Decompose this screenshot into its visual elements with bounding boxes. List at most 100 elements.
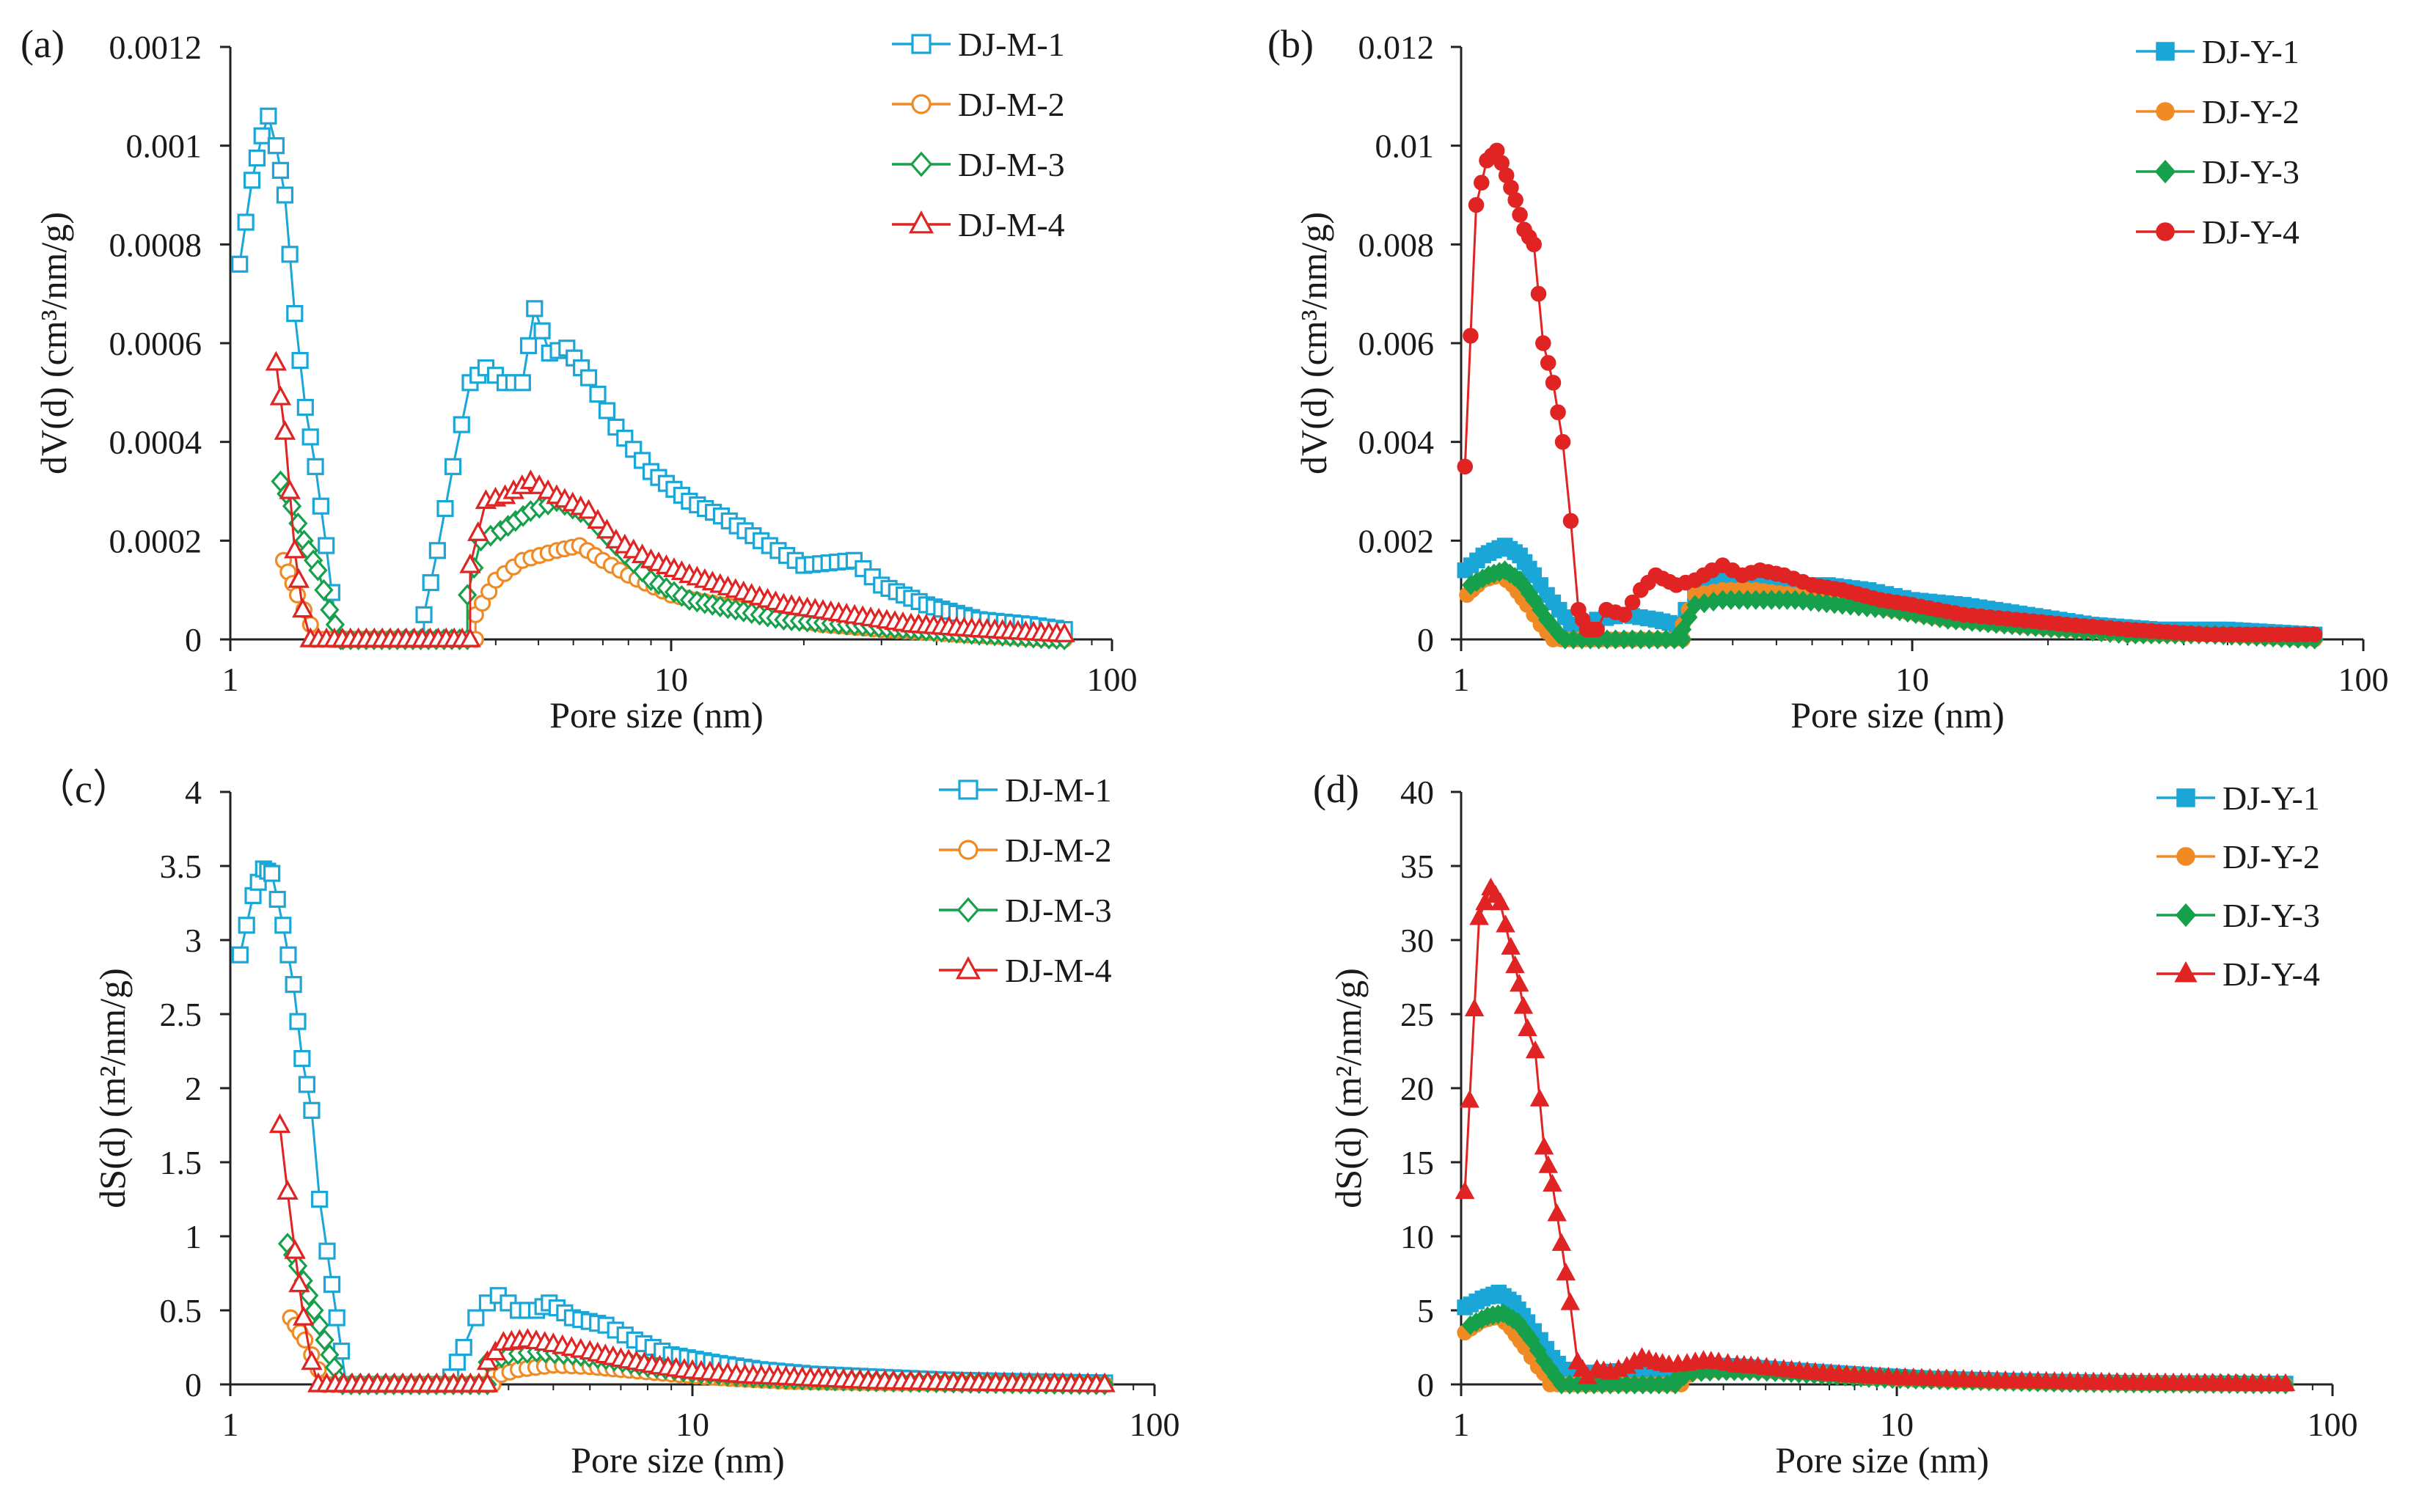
legend-entry: DJ-M-4 xyxy=(892,206,1065,243)
x-tick-label: 100 xyxy=(1130,1406,1180,1443)
x-tick-label: 1 xyxy=(222,661,239,698)
data-point xyxy=(1529,1088,1550,1107)
data-point xyxy=(271,161,290,179)
legend-entry: DJ-M-1 xyxy=(939,771,1112,809)
panel-c: 0 0.5 1 1.5 2 2.5 3 3.5 4 1 10 100 dS(d) (m²/nm/g) Po… xyxy=(35,767,1180,1480)
y-tick-label: 35 xyxy=(1400,848,1434,885)
data-point xyxy=(320,598,340,621)
data-point xyxy=(1463,328,1479,344)
panel-label: （c） xyxy=(35,767,132,811)
series-DJ-Y-4 xyxy=(1457,142,2323,643)
data-point xyxy=(303,1101,321,1119)
data-point xyxy=(269,385,292,405)
data-point xyxy=(444,458,462,475)
data-point xyxy=(533,322,551,340)
data-point xyxy=(1501,936,1521,955)
legend-entry: DJ-M-1 xyxy=(892,26,1065,63)
data-point xyxy=(1496,914,1515,933)
data-point xyxy=(1540,355,1556,371)
panel-label: (b) xyxy=(1267,22,1314,66)
legend-label: DJ-Y-1 xyxy=(2222,779,2320,817)
data-point xyxy=(253,127,271,144)
y-tick-label: 25 xyxy=(1400,996,1434,1033)
x-tick-label: 100 xyxy=(2338,661,2389,698)
data-point xyxy=(1562,513,1579,529)
x-tick-label: 10 xyxy=(654,661,688,698)
data-point xyxy=(231,255,249,273)
data-point xyxy=(1469,907,1489,925)
data-point xyxy=(476,1372,499,1392)
data-point xyxy=(1554,433,1571,450)
legend-entry: DJ-Y-4 xyxy=(2156,955,2320,993)
x-tick-label: 1 xyxy=(222,1406,239,1443)
data-point xyxy=(296,398,314,416)
y-tick-label: 0.01 xyxy=(1375,128,1435,165)
data-point xyxy=(308,559,328,581)
data-point xyxy=(458,584,478,606)
data-point xyxy=(453,416,470,433)
data-point xyxy=(265,351,288,371)
data-point xyxy=(2275,1373,2296,1391)
legend-label: DJ-Y-4 xyxy=(2202,213,2300,251)
data-point xyxy=(1460,1090,1479,1108)
data-point xyxy=(318,1242,336,1260)
data-point xyxy=(2306,626,2323,643)
series-DJ-M-1 xyxy=(231,860,1113,1393)
legend-marker xyxy=(958,779,978,800)
data-point xyxy=(467,521,489,541)
legend-marker xyxy=(2176,788,2195,807)
data-point xyxy=(304,1299,324,1321)
y-tick-label: 0.002 xyxy=(1358,522,1435,559)
y-tick-label: 30 xyxy=(1400,922,1434,959)
legend-entry: DJ-M-2 xyxy=(892,86,1065,123)
data-point xyxy=(312,497,329,515)
legend-marker xyxy=(2175,903,2197,928)
data-point xyxy=(268,890,286,909)
data-point xyxy=(293,1305,315,1326)
data-point xyxy=(1513,996,1534,1014)
legend-label: DJ-M-4 xyxy=(1005,952,1112,989)
y-axis-label: dS(d) (m²/nm/g) xyxy=(1328,968,1369,1208)
legend-marker xyxy=(2154,159,2176,184)
data-point xyxy=(1505,955,1525,974)
legend-label: DJ-Y-2 xyxy=(2202,93,2300,131)
series-DJ-Y-4 xyxy=(1455,877,2296,1391)
x-tick-label: 1 xyxy=(1453,1406,1470,1443)
y-tick-label: 0.5 xyxy=(160,1292,202,1329)
data-point xyxy=(598,402,616,419)
x-axis-label: Pore size (nm) xyxy=(549,694,764,735)
data-point xyxy=(1556,1262,1576,1281)
data-point xyxy=(476,1350,499,1370)
data-point xyxy=(459,553,481,573)
panel-d: 0 5 10 15 20 25 30 35 40 1 10 100 dS(d) (m²/nm/g) Por… xyxy=(1313,767,2358,1480)
y-tick-label: 0 xyxy=(185,621,202,658)
data-point xyxy=(1457,458,1474,475)
data-point xyxy=(448,1354,467,1371)
data-point xyxy=(1545,375,1562,391)
legend-label: DJ-Y-1 xyxy=(2202,33,2300,70)
legend-marker xyxy=(911,94,932,114)
legend-marker xyxy=(2176,847,2195,866)
data-point xyxy=(263,865,281,882)
legend-marker xyxy=(958,840,978,860)
series-line xyxy=(1463,886,2286,1385)
legend-marker xyxy=(2156,222,2175,241)
panel-a: 0 0.0002 0.0004 0.0006 0.0008 0.001 0.0012 1 10 1… xyxy=(21,22,1138,735)
data-point xyxy=(314,579,334,601)
data-point xyxy=(279,946,297,964)
legend-marker xyxy=(908,210,934,234)
data-point xyxy=(415,606,433,623)
data-point xyxy=(307,458,324,475)
data-point xyxy=(296,1331,314,1349)
y-tick-label: 40 xyxy=(1400,774,1434,811)
data-point xyxy=(1512,207,1528,223)
data-point xyxy=(281,246,299,263)
data-point xyxy=(1510,974,1529,992)
data-point xyxy=(587,509,609,529)
data-point xyxy=(1538,1155,1559,1173)
data-point xyxy=(1680,607,1698,628)
data-point xyxy=(1526,236,1542,253)
x-tick-label: 10 xyxy=(1880,1406,1914,1443)
y-tick-label: 0.0002 xyxy=(109,522,202,559)
legend-marker xyxy=(2156,102,2175,121)
